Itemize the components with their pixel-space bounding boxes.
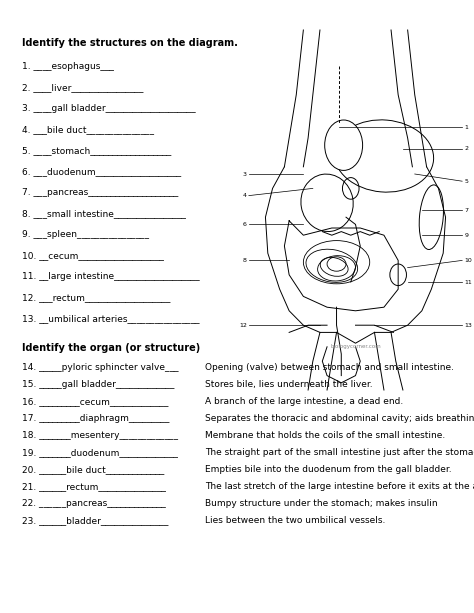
Text: Membrane that holds the coils of the small intestine.: Membrane that holds the coils of the sma… bbox=[205, 431, 445, 440]
Text: Identify the organ (or structure): Identify the organ (or structure) bbox=[22, 343, 200, 353]
Text: 11. __large intestine___________________: 11. __large intestine___________________ bbox=[22, 272, 200, 281]
Text: biologycorner.com: biologycorner.com bbox=[330, 345, 381, 349]
Text: 6: 6 bbox=[243, 222, 247, 227]
Text: 10. __cecum___________________: 10. __cecum___________________ bbox=[22, 251, 164, 260]
Text: 10: 10 bbox=[464, 258, 472, 263]
Text: Opening (valve) between stomach and small intestine.: Opening (valve) between stomach and smal… bbox=[205, 363, 454, 372]
Text: 20. ______bile duct_____________: 20. ______bile duct_____________ bbox=[22, 465, 164, 474]
Text: Lies between the two umbilical vessels.: Lies between the two umbilical vessels. bbox=[205, 516, 385, 525]
Text: 8: 8 bbox=[243, 258, 247, 263]
Text: Separates the thoracic and abdominal cavity; aids breathing.: Separates the thoracic and abdominal cav… bbox=[205, 414, 474, 423]
Text: 5. ____stomach__________________: 5. ____stomach__________________ bbox=[22, 146, 171, 155]
Text: 8. ___small intestine________________: 8. ___small intestine________________ bbox=[22, 209, 186, 218]
Text: Empties bile into the duodenum from the gall bladder.: Empties bile into the duodenum from the … bbox=[205, 465, 452, 474]
Text: The last stretch of the large intestine before it exits at the anus.: The last stretch of the large intestine … bbox=[205, 482, 474, 491]
Text: 2: 2 bbox=[464, 147, 468, 151]
Text: 16. _________cecum_____________: 16. _________cecum_____________ bbox=[22, 397, 168, 406]
Text: 14. _____pyloric sphincter valve___: 14. _____pyloric sphincter valve___ bbox=[22, 363, 179, 372]
Text: 15. _____gall bladder_____________: 15. _____gall bladder_____________ bbox=[22, 380, 174, 389]
Text: 13. __umbilical arteries________________: 13. __umbilical arteries________________ bbox=[22, 314, 200, 323]
Text: 4. ___bile duct_______________: 4. ___bile duct_______________ bbox=[22, 125, 154, 134]
Text: 17. _________diaphragm_________: 17. _________diaphragm_________ bbox=[22, 414, 169, 423]
Text: 23. ______bladder_______________: 23. ______bladder_______________ bbox=[22, 516, 168, 525]
Text: 19. _______duodenum_____________: 19. _______duodenum_____________ bbox=[22, 448, 178, 457]
Ellipse shape bbox=[325, 120, 363, 170]
Text: Stores bile, lies underneath the liver.: Stores bile, lies underneath the liver. bbox=[205, 380, 373, 389]
Text: 18. _______mesentery_____________: 18. _______mesentery_____________ bbox=[22, 431, 178, 440]
Text: 13: 13 bbox=[464, 322, 472, 328]
Text: A branch of the large intestine, a dead end.: A branch of the large intestine, a dead … bbox=[205, 397, 403, 406]
Text: 3. ____gall bladder____________________: 3. ____gall bladder____________________ bbox=[22, 104, 196, 113]
Text: 12: 12 bbox=[239, 322, 247, 328]
Text: 22. ______pancreas_____________: 22. ______pancreas_____________ bbox=[22, 499, 166, 508]
Text: The straight part of the small intestine just after the stomach.: The straight part of the small intestine… bbox=[205, 448, 474, 457]
Text: 4: 4 bbox=[243, 193, 247, 198]
Text: 21. ______rectum_______________: 21. ______rectum_______________ bbox=[22, 482, 166, 491]
Text: 5: 5 bbox=[464, 179, 468, 184]
Text: 9. ___spleen________________: 9. ___spleen________________ bbox=[22, 230, 149, 239]
Text: 1. ____esophagus___: 1. ____esophagus___ bbox=[22, 62, 114, 71]
Text: 9: 9 bbox=[464, 233, 468, 238]
Text: 12. ___rectum___________________: 12. ___rectum___________________ bbox=[22, 293, 170, 302]
Text: 11: 11 bbox=[464, 280, 472, 284]
Text: 7. ___pancreas____________________: 7. ___pancreas____________________ bbox=[22, 188, 178, 197]
Text: 2. ____liver________________: 2. ____liver________________ bbox=[22, 83, 143, 92]
Text: 3: 3 bbox=[243, 172, 247, 177]
Text: 6. ___duodenum___________________: 6. ___duodenum___________________ bbox=[22, 167, 181, 176]
Text: Identify the structures on the diagram.: Identify the structures on the diagram. bbox=[22, 38, 238, 48]
Text: 7: 7 bbox=[464, 207, 468, 213]
Text: Bumpy structure under the stomach; makes insulin: Bumpy structure under the stomach; makes… bbox=[205, 499, 438, 508]
Text: 1: 1 bbox=[464, 124, 468, 130]
